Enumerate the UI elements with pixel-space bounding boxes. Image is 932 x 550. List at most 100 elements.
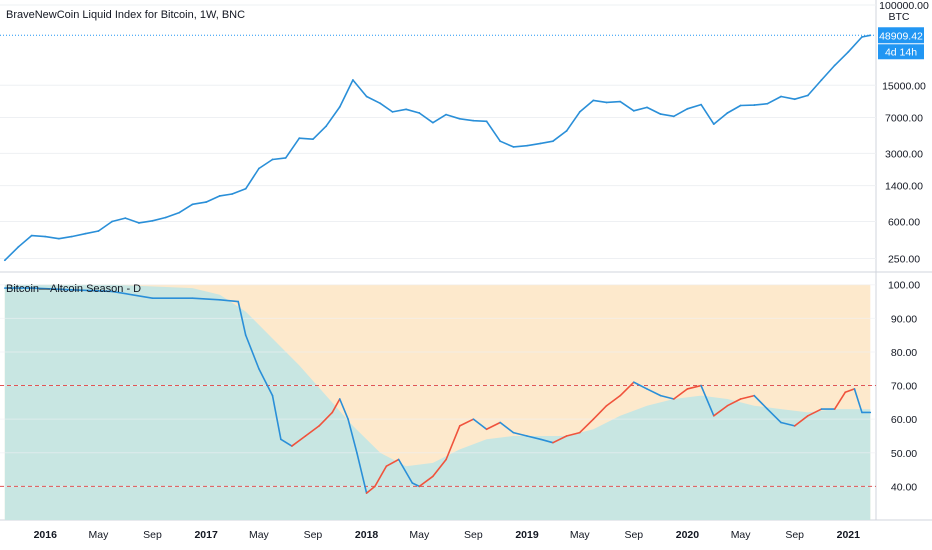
- time-tick-label: May: [409, 529, 430, 541]
- season-index-segment: [280, 438, 293, 447]
- season-index-segment: [304, 425, 320, 437]
- season-index-segment: [686, 384, 702, 390]
- season-index-segment: [111, 290, 154, 299]
- season-index-segment: [318, 411, 334, 427]
- price-tick-label: 600.00: [888, 217, 920, 229]
- btc-price-point: [178, 211, 181, 214]
- btc-price-point: [124, 217, 127, 220]
- btc-price-point: [30, 234, 33, 237]
- season-index-segment: [565, 431, 581, 437]
- season-index-segment: [673, 388, 689, 400]
- price-currency-label: BTC: [889, 11, 910, 23]
- season-index-segment: [458, 418, 475, 427]
- btc-price-point: [257, 167, 260, 170]
- season-index-segment: [70, 288, 113, 293]
- btc-price-point: [565, 130, 568, 132]
- btc-price-point: [338, 106, 341, 108]
- time-tick-label: Sep: [143, 529, 162, 541]
- btc-price-point: [164, 216, 167, 219]
- season-index-segment: [30, 287, 73, 291]
- btc-price-point: [820, 79, 823, 81]
- season-index-segment: [753, 394, 769, 410]
- btc-price-point: [137, 222, 140, 224]
- time-axis[interactable]: 2016 May Sep 2017 May Sep 2018 May Sep 2019 May Sep…: [34, 529, 861, 541]
- season-index-segment: [633, 381, 648, 390]
- season-thresholds: [0, 385, 876, 487]
- season-index-segment: [552, 435, 568, 444]
- last-price-value: 48909.42: [879, 30, 923, 42]
- price-chart-title: BraveNewCoin Liquid Index for Bitcoin, 1…: [6, 9, 245, 21]
- btc-price-point: [445, 113, 448, 116]
- btc-price-point: [298, 137, 301, 140]
- btc-price-point: [312, 138, 314, 141]
- time-tick-label: 2016: [34, 529, 58, 541]
- btc-price-point: [405, 108, 408, 111]
- season-tick-label: 60.00: [891, 414, 917, 426]
- season-tick-label: 40.00: [891, 481, 917, 493]
- season-index-segment: [526, 435, 542, 441]
- season-tick-label: 80.00: [891, 347, 917, 359]
- btc-price-point: [632, 109, 635, 112]
- btc-price-point: [365, 95, 368, 98]
- btc-price-point: [499, 140, 502, 143]
- btc-price-point: [806, 94, 809, 97]
- time-tick-label: May: [570, 529, 591, 541]
- price-tick-label: 3000.00: [885, 148, 923, 160]
- season-index-segment: [331, 398, 341, 414]
- time-tick-label: 2017: [194, 529, 218, 541]
- btc-price-point: [244, 187, 247, 190]
- time-tick-label: 2018: [355, 529, 379, 541]
- btc-price-point: [205, 201, 208, 203]
- season-index-segment: [700, 384, 715, 417]
- time-tick-label: 2019: [515, 529, 539, 541]
- bar-countdown-badge: 4d 14h: [878, 44, 924, 60]
- season-areas: [4, 284, 871, 520]
- time-tick-label: 2020: [676, 529, 700, 541]
- btc-price-point: [646, 106, 648, 109]
- season-chart-title: Bitcoin—Altcoin Season - D: [6, 283, 141, 295]
- season-index-segment: [411, 482, 421, 488]
- season-index-segment: [374, 465, 388, 488]
- btc-price-point: [84, 232, 87, 235]
- btc-price-point: [325, 125, 328, 128]
- btc-price-point: [57, 237, 60, 240]
- btc-price-point: [686, 107, 689, 110]
- btc-price-point: [458, 117, 461, 120]
- price-tick-label: 15000.00: [882, 80, 926, 92]
- season-index-segment: [512, 431, 528, 437]
- btc-price-point: [578, 110, 581, 113]
- price-gridlines: [0, 4, 876, 260]
- btc-price-point: [847, 51, 850, 53]
- season-index-segment: [385, 458, 400, 468]
- btc-price-point: [485, 120, 488, 123]
- btc-price-point: [44, 235, 47, 238]
- season-index-segment: [271, 394, 282, 441]
- price-tick-label: 250.00: [888, 254, 920, 266]
- btc-price-point: [766, 102, 769, 105]
- price-axis[interactable]: 250.00 600.00 1400.00 3000.00 7000.00 15000.0…: [879, 0, 929, 266]
- btc-price-point: [284, 156, 287, 159]
- btc-price-point: [191, 203, 194, 206]
- btc-price-point: [833, 64, 836, 67]
- season-index-segment: [605, 394, 621, 407]
- time-tick-label: Sep: [624, 529, 643, 541]
- season-index-segment: [713, 404, 729, 417]
- season-index-segment: [539, 438, 554, 444]
- bar-countdown-background: [878, 44, 924, 60]
- season-area-teal: [4, 284, 871, 520]
- season-index-segment: [592, 404, 608, 420]
- season-index-segment: [191, 297, 221, 301]
- season-tick-label: 50.00: [891, 448, 917, 460]
- season-index-segment: [258, 367, 274, 397]
- btc-price-point: [712, 123, 715, 125]
- last-price-badge[interactable]: 48909.42: [878, 27, 924, 44]
- season-index-segment: [418, 475, 434, 488]
- season-axis[interactable]: 40.00 50.00 60.00 70.00 80.00 90.00 100.00: [888, 280, 920, 494]
- time-tick-label: Sep: [464, 529, 483, 541]
- time-tick-label: May: [731, 529, 752, 541]
- season-index-segment: [646, 388, 662, 397]
- btc-price-point: [605, 101, 608, 104]
- season-index-segment: [619, 381, 635, 397]
- season-index-segment: [397, 458, 414, 484]
